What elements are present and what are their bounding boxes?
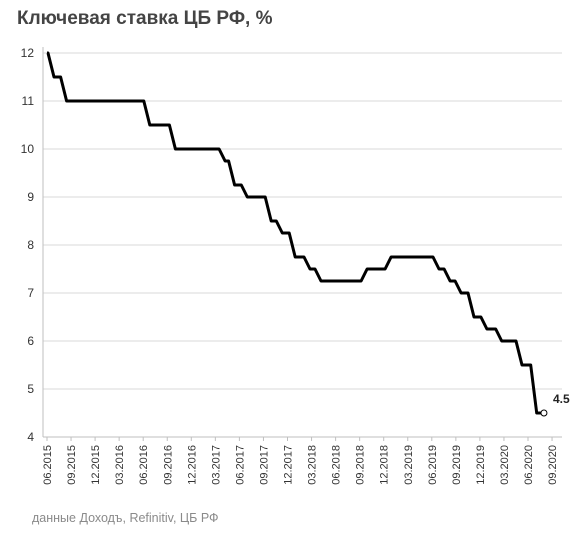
x-tick-labels: 06.2015 09.2015 12.2015 03.2016 06.2016 09.20… <box>42 445 559 485</box>
axes <box>42 47 562 441</box>
x-tick-09.2020: 09.2020 <box>547 445 559 485</box>
x-tick-06.2015: 06.2015 <box>42 445 54 485</box>
y-tick-8: 8 <box>27 238 34 252</box>
x-tick-06.2018: 06.2018 <box>331 445 343 485</box>
x-tick-09.2017: 09.2017 <box>258 445 270 485</box>
x-tick-09.2018: 09.2018 <box>355 445 367 485</box>
x-tick-03.2019: 03.2019 <box>403 445 415 485</box>
x-tick-09.2015: 09.2015 <box>66 445 78 485</box>
y-tick-5: 5 <box>27 382 34 396</box>
x-tick-12.2015: 12.2015 <box>90 445 102 485</box>
y-tick-labels: 4 5 6 7 8 9 10 11 12 <box>21 46 35 444</box>
series-line <box>46 51 546 415</box>
x-tick-12.2018: 12.2018 <box>379 445 391 485</box>
x-tick-06.2019: 06.2019 <box>427 445 439 485</box>
x-tick-12.2017: 12.2017 <box>283 445 295 485</box>
end-point-marker <box>540 409 548 417</box>
source-note: данные Доходъ, Refinitiv, ЦБ РФ <box>32 511 219 525</box>
x-tick-03.2016: 03.2016 <box>114 445 126 485</box>
x-tick-06.2017: 06.2017 <box>234 445 246 485</box>
x-tick-12.2016: 12.2016 <box>186 445 198 485</box>
gridlines <box>43 52 562 438</box>
y-tick-11: 11 <box>22 94 35 108</box>
series-key-rate <box>46 51 546 415</box>
x-tick-12.2019: 12.2019 <box>475 445 487 485</box>
chart-title: Ключевая ставка ЦБ РФ, % <box>17 8 273 29</box>
y-tick-12: 12 <box>21 46 35 60</box>
x-tick-09.2019: 09.2019 <box>451 445 463 485</box>
x-tick-03.2018: 03.2018 <box>307 445 319 485</box>
y-tick-9: 9 <box>27 190 34 204</box>
annotations: 4.5 <box>540 392 570 417</box>
x-tick-06.2020: 06.2020 <box>523 445 535 485</box>
end-value-label: 4.5 <box>553 392 570 406</box>
y-tick-7: 7 <box>27 286 34 300</box>
y-tick-4: 4 <box>27 430 34 444</box>
x-tick-09.2016: 09.2016 <box>162 445 174 485</box>
y-tick-10: 10 <box>21 142 35 156</box>
y-tick-6: 6 <box>27 334 34 348</box>
x-tick-06.2016: 06.2016 <box>138 445 150 485</box>
x-tick-03.2020: 03.2020 <box>499 445 511 485</box>
x-tick-03.2017: 03.2017 <box>210 445 222 485</box>
